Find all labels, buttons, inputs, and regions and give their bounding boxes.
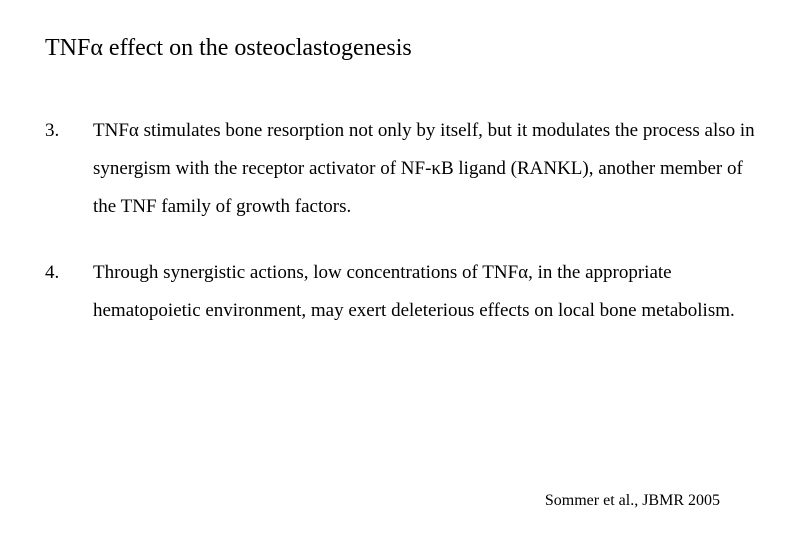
citation: Sommer et al., JBMR 2005 [545,492,720,510]
list-number-3: 3. [45,112,93,226]
list-text-4: Through synergistic actions, low concent… [93,254,765,330]
slide-title: TNFα effect on the osteoclastogenesis [45,35,765,62]
list-item: 4. Through synergistic actions, low conc… [45,254,765,330]
list-item: 3. TNFα stimulates bone resorption not o… [45,112,765,226]
list-text-3: TNFα stimulates bone resorption not only… [93,112,765,226]
list-number-4: 4. [45,254,93,330]
